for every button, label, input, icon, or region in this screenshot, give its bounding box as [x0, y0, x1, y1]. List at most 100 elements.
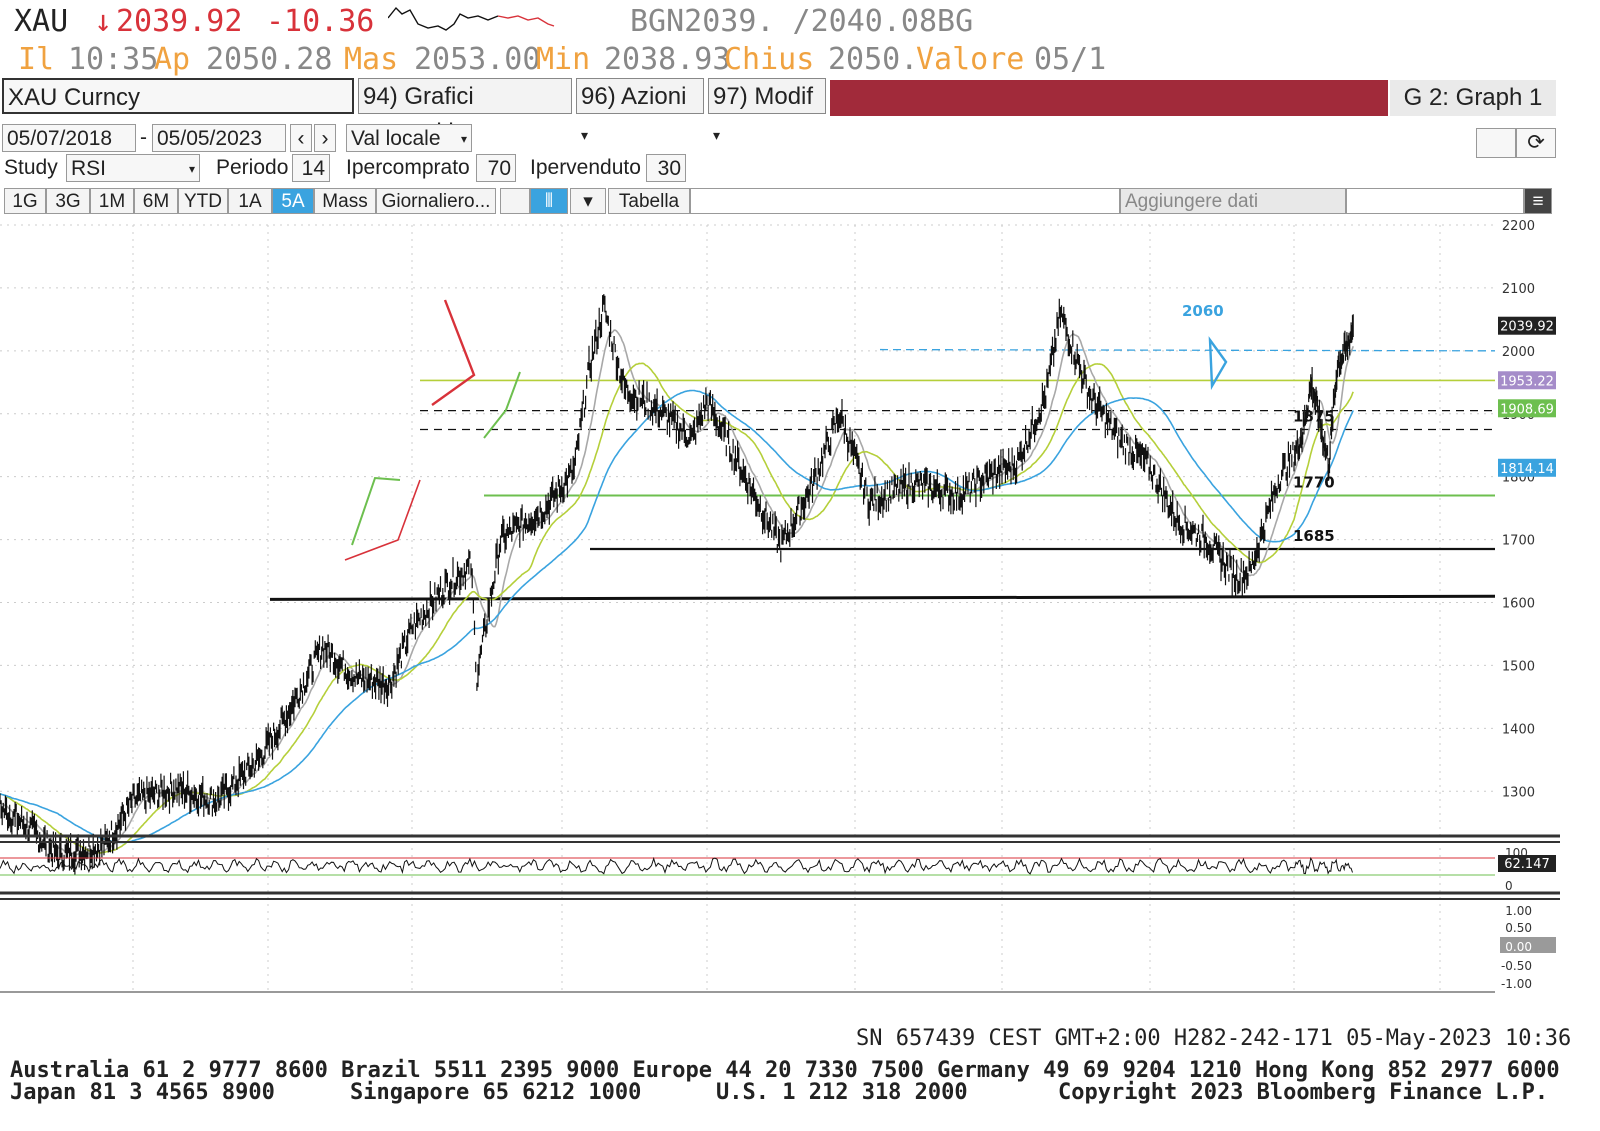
- end-date-field[interactable]: 05/05/2023: [152, 124, 286, 152]
- toolbar-spacer: [690, 188, 1120, 214]
- price-tag-box: [1498, 316, 1556, 335]
- period-5A-button[interactable]: 5A: [272, 188, 314, 214]
- last-price: 2039.92: [116, 4, 243, 39]
- y-tick-label: 1600: [1502, 597, 1535, 612]
- value-label: Valore: [916, 42, 1025, 77]
- period-1G-button[interactable]: 1G: [4, 188, 46, 214]
- frequency-select[interactable]: Giornaliero...: [376, 188, 496, 214]
- actions-label: 96) Azioni: [581, 83, 687, 110]
- level-label: 1770: [1293, 474, 1335, 492]
- close-value: 2050.: [828, 42, 919, 77]
- price-tag-label: 1953.22: [1500, 374, 1554, 389]
- suggested-charts-button[interactable]: 94) Grafici suggeriti: [358, 78, 572, 146]
- lower-tick-label: -0.50: [1501, 959, 1532, 973]
- table-button[interactable]: Tabella: [608, 188, 690, 214]
- security-field[interactable]: XAU Curncy: [2, 78, 354, 114]
- lower-panel: 1.00 0.50 0.00 -0.50 -1.00: [0, 904, 1556, 993]
- lower-tick-label: -1.00: [1501, 977, 1532, 991]
- time-label: Il: [18, 42, 55, 77]
- blue-flag-pattern: [1208, 336, 1228, 391]
- rsi-value-tag: 62.147: [1504, 857, 1550, 872]
- add-data-spacer: [1346, 188, 1524, 214]
- refresh-icon[interactable]: ⟳: [1516, 128, 1556, 158]
- hamburger-icon[interactable]: ≡: [1524, 188, 1552, 214]
- chevron-down-icon: ▾: [188, 162, 195, 176]
- green-trendline: [483, 371, 521, 439]
- y-tick-label: 2200: [1502, 219, 1535, 234]
- price-tag-label: 2039.92: [1500, 320, 1554, 335]
- footer-singapore: Singapore 65 6212 1000: [350, 1080, 642, 1105]
- prev-arrow-icon[interactable]: ‹: [290, 124, 312, 152]
- zero-tag-box: [1500, 937, 1556, 953]
- chevron-down-icon: ▾: [581, 127, 589, 143]
- level-label: 1685: [1293, 527, 1335, 545]
- support-line-major: [269, 594, 1496, 601]
- date-separator: -: [140, 126, 147, 149]
- red-trendline-2: [344, 479, 421, 561]
- chart-type-icon[interactable]: ⫴: [530, 188, 568, 214]
- graph-name[interactable]: G 2: Graph 1: [1390, 80, 1556, 116]
- start-date-field[interactable]: 05/07/2018: [2, 124, 136, 152]
- period-YTD-button[interactable]: YTD: [178, 188, 228, 214]
- high-label: Mas: [344, 42, 399, 77]
- price-tags: 2039.92 1953.22 1908.69 1814.14: [1498, 316, 1556, 477]
- blank-toggle-button[interactable]: [500, 188, 530, 214]
- price-tag-label: 1908.69: [1500, 402, 1554, 417]
- open-value: 2050.28: [206, 42, 333, 77]
- net-change: -10.36: [266, 4, 375, 39]
- actions-menu[interactable]: 96) Azioni ▾: [576, 78, 704, 143]
- modify-label: 97) Modif: [713, 83, 814, 110]
- price-series: [0, 294, 1354, 875]
- period-1A-button[interactable]: 1A: [228, 188, 272, 214]
- oversold-input[interactable]: 30: [646, 154, 686, 182]
- overbought-input[interactable]: 70: [476, 154, 516, 182]
- close-label: Chius: [724, 42, 815, 77]
- value-date: 05/1: [1034, 42, 1107, 77]
- ticker: XAU: [14, 4, 69, 39]
- chevron-down-icon[interactable]: ▾: [570, 188, 606, 214]
- next-arrow-icon[interactable]: ›: [314, 124, 336, 152]
- support-resistance-levels: [269, 348, 1496, 601]
- y-tick-label: 1300: [1502, 785, 1535, 800]
- lower-tick-label: 1.00: [1505, 904, 1532, 918]
- price-tag-label: 1814.14: [1500, 462, 1554, 477]
- green-arrows: [351, 476, 401, 546]
- currency-select[interactable]: Val locale ▾: [346, 124, 472, 152]
- low-value: 2038.93: [604, 42, 731, 77]
- period-max-button[interactable]: Mass: [314, 188, 376, 214]
- sparkline: [388, 6, 555, 31]
- oversold-label: Ipervenduto: [530, 156, 641, 179]
- period-6M-button[interactable]: 6M: [134, 188, 178, 214]
- study-label: Study: [4, 156, 58, 179]
- open-label: Ap: [154, 42, 191, 77]
- study-select[interactable]: RSI ▾: [66, 154, 200, 182]
- period-1M-button[interactable]: 1M: [90, 188, 134, 214]
- red-trendline: [431, 299, 476, 406]
- toolbar-red-bar: [830, 80, 1388, 116]
- add-data-field[interactable]: Aggiungere dati: [1120, 188, 1346, 214]
- y-tick-label: 2100: [1502, 282, 1535, 297]
- annotation-2060: 2060: [1182, 302, 1224, 320]
- period-3G-button[interactable]: 3G: [46, 188, 90, 214]
- rsi-tick-0: 0: [1505, 879, 1513, 893]
- blank-button[interactable]: [1476, 128, 1516, 158]
- rsi-line: [0, 856, 1353, 875]
- y-tick-label: 1700: [1502, 534, 1535, 549]
- y-tick-label: 1400: [1502, 722, 1535, 737]
- lower-tick-label: 0.50: [1505, 921, 1532, 935]
- period-input[interactable]: 14: [292, 154, 330, 182]
- footer-line1: Australia 61 2 9777 8600 Brazil 5511 239…: [10, 1058, 1560, 1083]
- level-line-2000: [879, 348, 1496, 352]
- footer-us: U.S. 1 212 318 2000: [716, 1080, 968, 1105]
- status-line: SN 657439 CEST GMT+2:00 H282-242-171 05-…: [856, 1026, 1572, 1051]
- ma-slow-line: [0, 389, 1354, 844]
- modify-menu[interactable]: 97) Modif ▾: [708, 78, 826, 143]
- y-tick-label: 1500: [1502, 659, 1535, 674]
- price-bars: [0, 294, 1354, 875]
- price-tag-box: [1498, 399, 1556, 418]
- footer-copyright: Copyright 2023 Bloomberg Finance L.P.: [1058, 1080, 1549, 1105]
- price-tag-box: [1498, 458, 1556, 477]
- lower-tick-label: 0.00: [1505, 940, 1532, 954]
